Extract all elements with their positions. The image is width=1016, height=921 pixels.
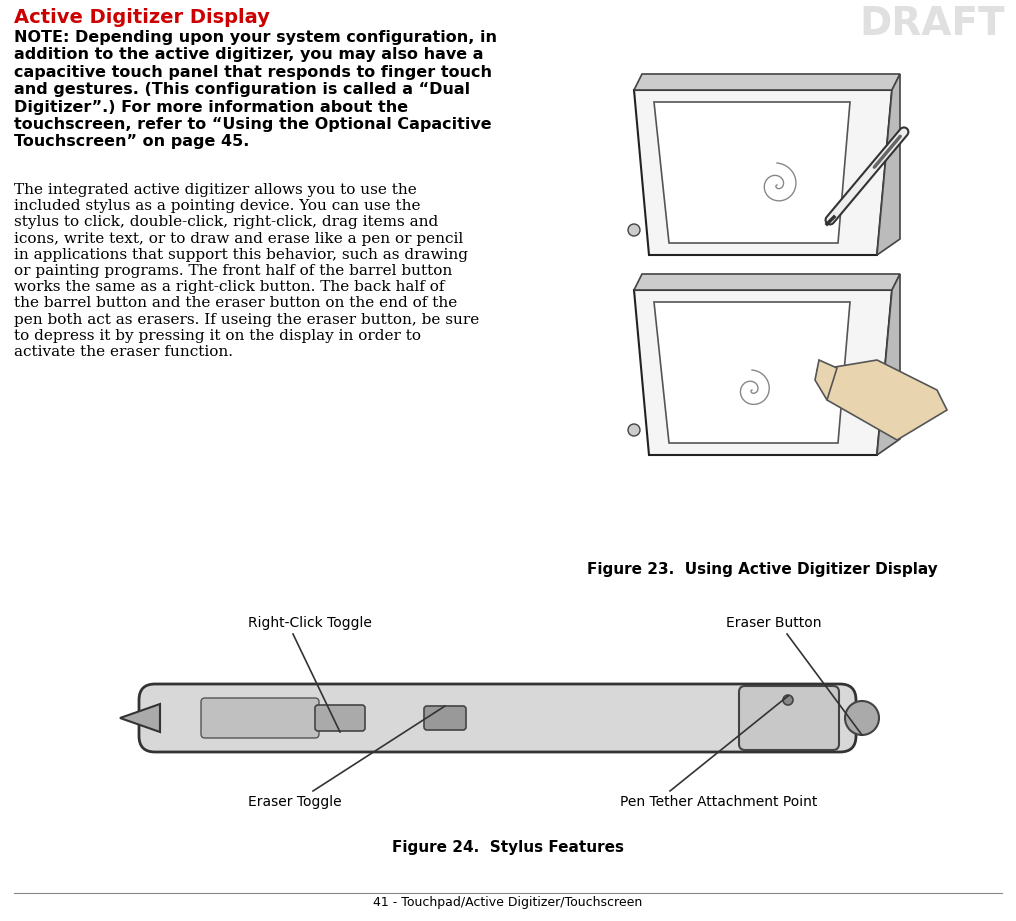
Polygon shape [815,360,837,400]
Text: Eraser Button: Eraser Button [726,616,822,630]
Circle shape [628,224,640,236]
Text: Active Digitizer Display: Active Digitizer Display [14,8,270,27]
Text: 41 - Touchpad/Active Digitizer/Touchscreen: 41 - Touchpad/Active Digitizer/Touchscre… [373,896,643,909]
Text: The integrated active digitizer allows you to use the
included stylus as a point: The integrated active digitizer allows y… [14,183,480,359]
FancyBboxPatch shape [424,706,466,730]
Circle shape [845,701,879,735]
Polygon shape [634,274,900,290]
FancyBboxPatch shape [201,698,319,738]
Text: NOTE: Depending upon your system configuration, in
addition to the active digiti: NOTE: Depending upon your system configu… [14,30,497,149]
Text: Figure 23.  Using Active Digitizer Display: Figure 23. Using Active Digitizer Displa… [586,562,938,577]
Circle shape [783,695,793,705]
Polygon shape [877,274,900,455]
Text: Eraser Toggle: Eraser Toggle [248,795,341,809]
FancyBboxPatch shape [139,684,856,752]
Polygon shape [654,102,850,243]
Text: Figure 24.  Stylus Features: Figure 24. Stylus Features [392,840,624,855]
Polygon shape [634,290,892,455]
Circle shape [628,424,640,436]
Text: Right-Click Toggle: Right-Click Toggle [248,616,372,630]
FancyBboxPatch shape [739,686,839,750]
Text: Pen Tether Attachment Point: Pen Tether Attachment Point [620,795,818,809]
Polygon shape [120,704,160,732]
Polygon shape [634,90,892,255]
Polygon shape [634,74,900,90]
Polygon shape [877,74,900,255]
Text: DRAFT: DRAFT [860,5,1005,43]
Polygon shape [654,302,850,443]
FancyBboxPatch shape [315,705,365,731]
Polygon shape [817,360,947,440]
